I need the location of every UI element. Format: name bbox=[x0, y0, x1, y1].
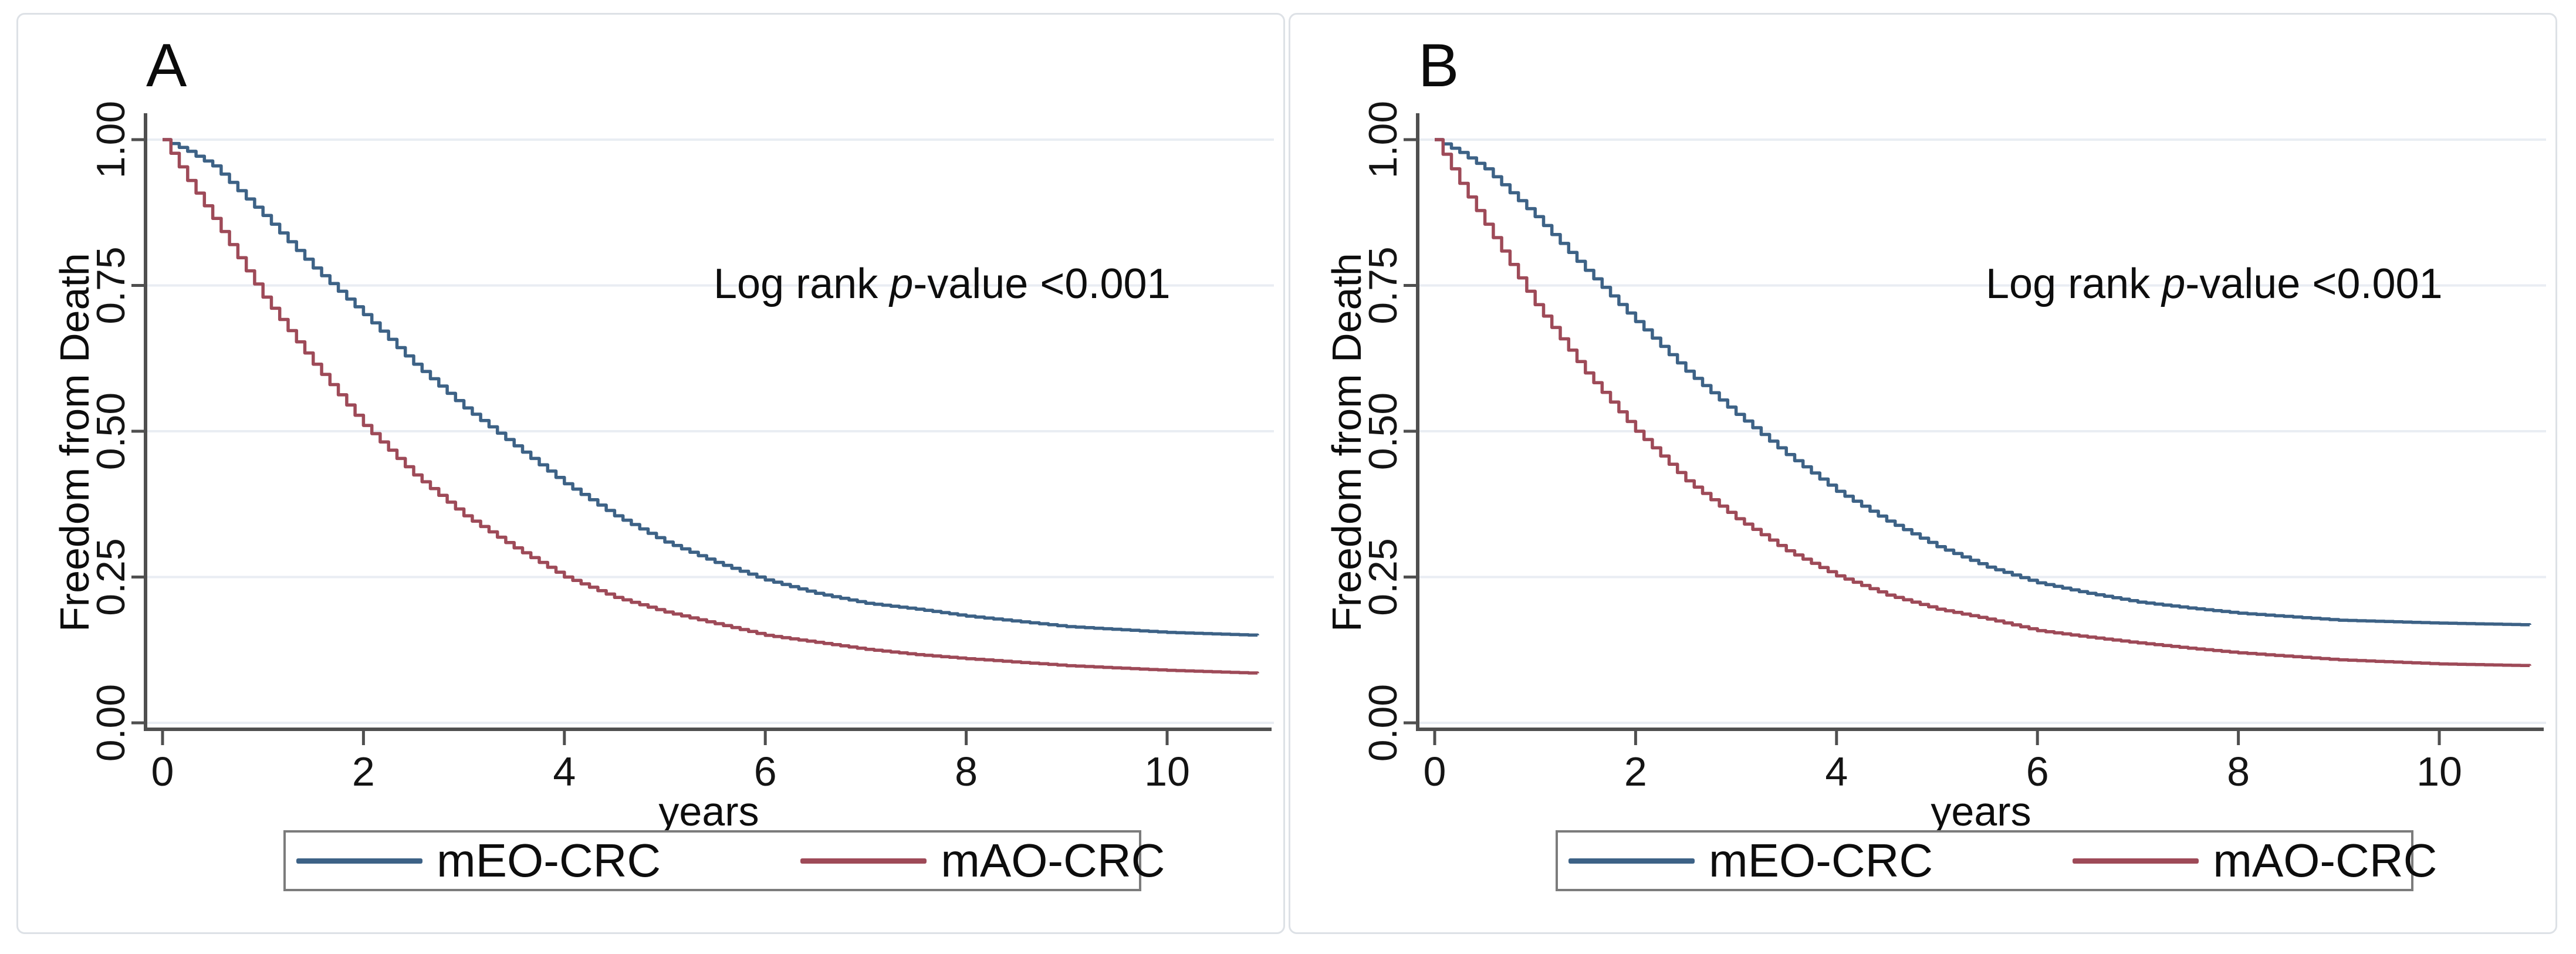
logrank-annotation: Log rank p-value <0.001 bbox=[1986, 260, 2443, 308]
x-axis-title: years bbox=[1931, 789, 2031, 834]
legend-label: mEO-CRC bbox=[437, 834, 661, 887]
svg-text:6: 6 bbox=[2026, 749, 2049, 794]
svg-text:4: 4 bbox=[553, 749, 576, 794]
legend-label: mEO-CRC bbox=[1709, 834, 1933, 887]
annotation-p-italic: p bbox=[890, 261, 914, 307]
legend-item-meo-crc: mEO-CRC bbox=[296, 834, 661, 888]
annotation-prefix: Log rank bbox=[1986, 261, 2162, 307]
panel-label: B bbox=[1418, 32, 1459, 100]
x-axis-title: years bbox=[658, 789, 759, 834]
legend-label: mAO-CRC bbox=[941, 834, 1165, 887]
svg-text:8: 8 bbox=[2227, 749, 2250, 794]
panel-label: A bbox=[146, 32, 187, 100]
svg-text:0.75: 0.75 bbox=[1361, 246, 1405, 324]
legend-item-mao-crc: mAO-CRC bbox=[2073, 834, 2437, 888]
svg-text:0.50: 0.50 bbox=[89, 393, 133, 470]
legend-label: mAO-CRC bbox=[2213, 834, 2438, 887]
svg-text:0.25: 0.25 bbox=[89, 538, 133, 615]
svg-text:10: 10 bbox=[2416, 749, 2462, 794]
svg-text:1.00: 1.00 bbox=[1361, 101, 1405, 178]
legend-item-meo-crc: mEO-CRC bbox=[1568, 834, 1933, 888]
y-axis-title: Freedom from Death bbox=[1324, 253, 1370, 632]
mao-crc-line-swatch bbox=[2073, 858, 2199, 864]
km-panel-b: 0.00 0.25 0.50 0.75 1.00 0 2 4 6 8 10 B Log rank p… bbox=[1289, 13, 2557, 934]
legend: mEO-CRC mAO-CRC bbox=[1556, 830, 2437, 891]
svg-text:10: 10 bbox=[1144, 749, 1190, 794]
svg-text:4: 4 bbox=[1825, 749, 1848, 794]
svg-text:0.00: 0.00 bbox=[89, 684, 133, 762]
svg-text:2: 2 bbox=[1624, 749, 1647, 794]
mao-crc-line-swatch bbox=[800, 858, 927, 864]
legend: mEO-CRC mAO-CRC bbox=[283, 830, 1165, 891]
annotation-prefix: Log rank bbox=[714, 261, 890, 307]
logrank-annotation: Log rank p-value <0.001 bbox=[714, 260, 1171, 308]
svg-text:0.50: 0.50 bbox=[1361, 393, 1405, 470]
svg-text:0.00: 0.00 bbox=[1361, 684, 1405, 762]
svg-text:8: 8 bbox=[955, 749, 978, 794]
svg-text:1.00: 1.00 bbox=[89, 101, 133, 178]
svg-text:0.25: 0.25 bbox=[1361, 538, 1405, 615]
svg-text:0: 0 bbox=[1424, 749, 1446, 794]
svg-text:6: 6 bbox=[754, 749, 777, 794]
km-panel-a: 0.00 0.25 0.50 0.75 1.00 0 2 4 6 8 10 A Log rank p… bbox=[16, 13, 1285, 934]
svg-text:0.75: 0.75 bbox=[89, 246, 133, 324]
annotation-suffix: -value <0.001 bbox=[913, 261, 1171, 307]
km-plot-svg: 0.00 0.25 0.50 0.75 1.00 0 2 4 6 8 10 bbox=[1361, 101, 2546, 794]
svg-text:0: 0 bbox=[151, 749, 174, 794]
y-axis-title: Freedom from Death bbox=[52, 253, 97, 632]
meo-crc-line-swatch bbox=[1568, 858, 1695, 864]
meo-crc-line-swatch bbox=[296, 858, 422, 864]
annotation-suffix: -value <0.001 bbox=[2185, 261, 2443, 307]
legend-item-mao-crc: mAO-CRC bbox=[800, 834, 1165, 888]
annotation-p-italic: p bbox=[2162, 261, 2186, 307]
svg-text:2: 2 bbox=[352, 749, 375, 794]
km-plot-svg: 0.00 0.25 0.50 0.75 1.00 0 2 4 6 8 10 bbox=[89, 101, 1274, 794]
